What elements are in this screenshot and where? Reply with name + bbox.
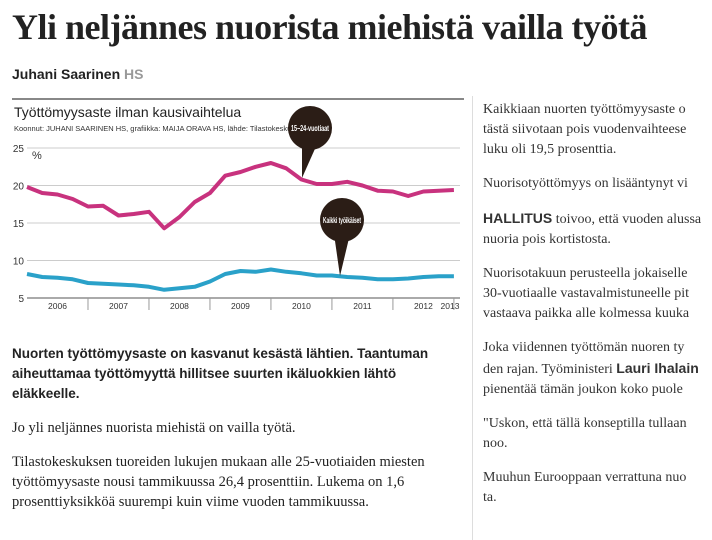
text-line: pienentää tämän joukon koko puole xyxy=(483,382,683,397)
text-line: Kaikkiaan nuorten työttömyysaste o xyxy=(483,102,686,117)
paragraph: HALLITUS toivoo, että vuoden alussa nuor… xyxy=(483,208,712,250)
text-line: "Uskon, että tällä konseptilla tullaan xyxy=(483,416,687,431)
y-tick-label: 5 xyxy=(18,294,24,305)
callout-pointer xyxy=(334,234,350,276)
paragraph: Kaikkiaan nuorten työttömyysaste o tästä… xyxy=(483,100,712,160)
text-line: nuoria pois kortistosta. xyxy=(483,232,611,247)
right-column: Kaikkiaan nuorten työttömyysaste o tästä… xyxy=(483,100,712,522)
paragraph: Nuorisotakuun perusteella jokaiselle 30-… xyxy=(483,264,712,324)
column-divider xyxy=(472,96,473,540)
text-line: prosenttiyksikköä suurempi kuin viime vu… xyxy=(12,494,369,510)
text-line: 30-vuotiaalle vastavalmistuneelle pit xyxy=(483,286,690,301)
x-tick-label: 2012 xyxy=(414,301,433,311)
callout-bubble xyxy=(288,106,332,150)
text: toivoo, että vuoden alussa xyxy=(552,212,702,227)
text-line: den rajan. Työministeri Lauri Ihalain xyxy=(483,358,712,380)
text-line: Joka viidennen työttömän nuoren ty xyxy=(483,340,685,355)
callout-pointer xyxy=(302,142,318,178)
series-line xyxy=(26,161,454,231)
text-line: Tilastokeskuksen tuoreiden lukujen mukaa… xyxy=(12,454,425,470)
x-tick-label: 2007 xyxy=(109,301,128,311)
x-tick-label: 2009 xyxy=(231,301,250,311)
x-tick-label: 2006 xyxy=(48,301,67,311)
callout-bubble xyxy=(320,198,364,242)
text-line: noo. xyxy=(483,436,508,451)
author: Juhani Saarinen xyxy=(12,66,121,82)
source: HS xyxy=(124,66,144,82)
text-line: ta. xyxy=(483,490,497,505)
legend-label: Kaikki työikäiset xyxy=(323,215,361,225)
y-unit: % xyxy=(32,150,42,162)
text-line: tästä siivotaan pois vuodenvaihteese xyxy=(483,122,687,137)
chart-subtitle: Koonnut: JUHANI SAARINEN HS, grafiikka: … xyxy=(14,124,295,133)
paragraph: Nuorisotyöttömyys on lisääntynyt vi xyxy=(483,174,712,194)
paragraph: Jo yli neljännes nuorista miehistä on va… xyxy=(12,418,467,438)
text-line: Nuorisotakuun perusteella jokaiselle xyxy=(483,266,688,281)
chart: Työttömyysaste ilman kausivaihtelua Koon… xyxy=(12,98,464,311)
paragraph: Muuhun Eurooppaan verrattuna nuo ta. xyxy=(483,468,712,508)
headline: Yli neljännes nuorista miehistä vailla t… xyxy=(12,7,648,47)
y-tick-label: 15 xyxy=(13,219,25,230)
text-line: eläkkeelle. xyxy=(12,386,80,401)
series-line xyxy=(26,267,454,292)
text-line: Jo yli neljännes nuorista miehistä on va… xyxy=(12,420,296,436)
chart-title: Työttömyysaste ilman kausivaihtelua xyxy=(14,104,241,120)
text: den rajan. Työministeri xyxy=(483,362,617,377)
text-line: Nuorten työttömyysaste on kasvanut kesäs… xyxy=(12,346,429,361)
legend-label: 15–24-vuotiaat xyxy=(291,123,329,133)
text-line: luku oli 19,5 prosenttia. xyxy=(483,142,617,157)
x-tick-label: 2010 xyxy=(292,301,311,311)
text-line: HALLITUS toivoo, että vuoden alussa xyxy=(483,208,712,230)
text-line: Nuorisotyöttömyys on lisääntynyt vi xyxy=(483,176,688,191)
y-tick-label: 25 xyxy=(13,144,25,155)
x-tick-label: 2013 xyxy=(441,301,460,311)
y-tick-label: 20 xyxy=(13,182,25,193)
text-line: aiheuttamaa työttömyyttä hillitsee suurt… xyxy=(12,366,397,381)
lead: Nuorten työttömyysaste on kasvanut kesäs… xyxy=(12,344,467,404)
x-tick-label: 2008 xyxy=(170,301,189,311)
text-line: vastaava paikka alle kolmessa kuuka xyxy=(483,306,690,321)
bold-name: Lauri Ihalain xyxy=(616,360,699,376)
paragraph: "Uskon, että tällä konseptilla tullaan n… xyxy=(483,414,712,454)
byline: Juhani Saarinen HS xyxy=(12,66,144,82)
left-column: Nuorten työttömyysaste on kasvanut kesäs… xyxy=(12,344,467,526)
y-tick-label: 10 xyxy=(13,257,25,268)
x-tick-label: 2011 xyxy=(353,301,372,311)
paragraph: Joka viidennen työttömän nuoren ty den r… xyxy=(483,338,712,400)
bold-lead: HALLITUS xyxy=(483,210,553,226)
paragraph: Tilastokeskuksen tuoreiden lukujen mukaa… xyxy=(12,452,467,512)
text-line: Muuhun Eurooppaan verrattuna nuo xyxy=(483,470,687,485)
text-line: työttömyysaste nousi tammikuussa 26,4 pr… xyxy=(12,474,405,490)
